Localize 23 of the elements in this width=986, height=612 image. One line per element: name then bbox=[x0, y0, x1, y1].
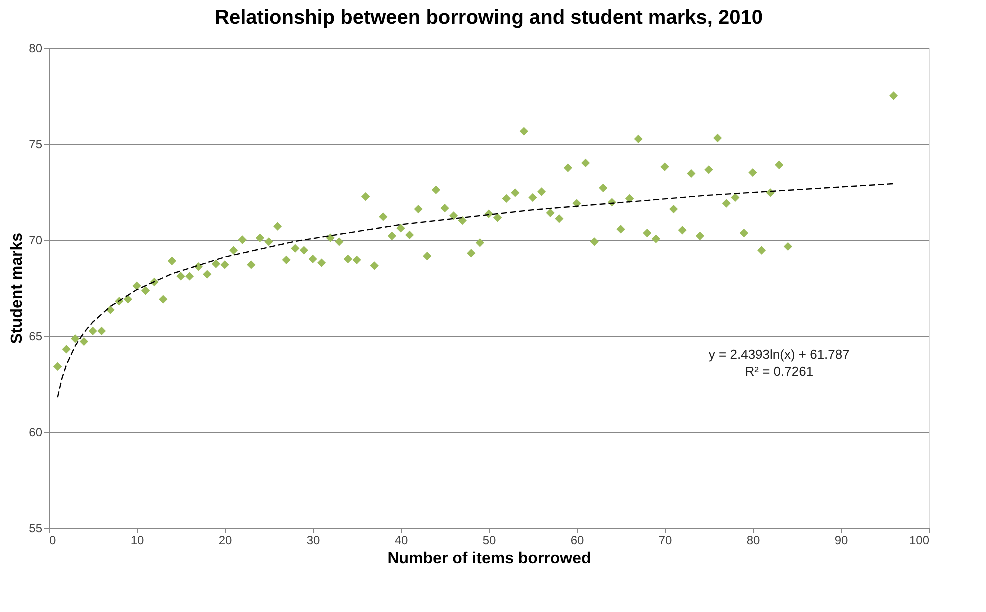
x-tick-label: 50 bbox=[482, 534, 496, 548]
x-tick-label: 0 bbox=[50, 534, 56, 548]
x-tick-label: 60 bbox=[570, 534, 584, 548]
x-tick-label: 10 bbox=[130, 534, 144, 548]
x-tick-label: 70 bbox=[658, 534, 672, 548]
annotation: y = 2.4393ln(x) + 61.787 bbox=[708, 347, 850, 362]
annotation: R² = 0.7261 bbox=[745, 364, 814, 380]
y-tick-label: 65 bbox=[29, 330, 43, 344]
y-tick-label: 60 bbox=[29, 426, 43, 440]
x-tick-label: 30 bbox=[306, 534, 320, 548]
y-tick-label: 70 bbox=[29, 234, 43, 248]
y-tick-label: 55 bbox=[29, 522, 43, 536]
x-axis-title: Number of items borrowed bbox=[388, 550, 592, 568]
x-tick-label: 40 bbox=[394, 534, 408, 548]
line-series bbox=[57, 183, 894, 398]
x-tick-label: 20 bbox=[218, 534, 232, 548]
x-tick-label: 100 bbox=[909, 534, 930, 548]
chart-title: Relationship between borrowing and student marks, 2010 bbox=[215, 7, 763, 29]
y-tick-label: 75 bbox=[29, 138, 43, 152]
y-axis-title: Student marks bbox=[9, 232, 26, 344]
x-tick-label: 80 bbox=[746, 534, 760, 548]
x-tick-label: 90 bbox=[834, 534, 848, 548]
y-tick-label: 80 bbox=[29, 42, 43, 56]
